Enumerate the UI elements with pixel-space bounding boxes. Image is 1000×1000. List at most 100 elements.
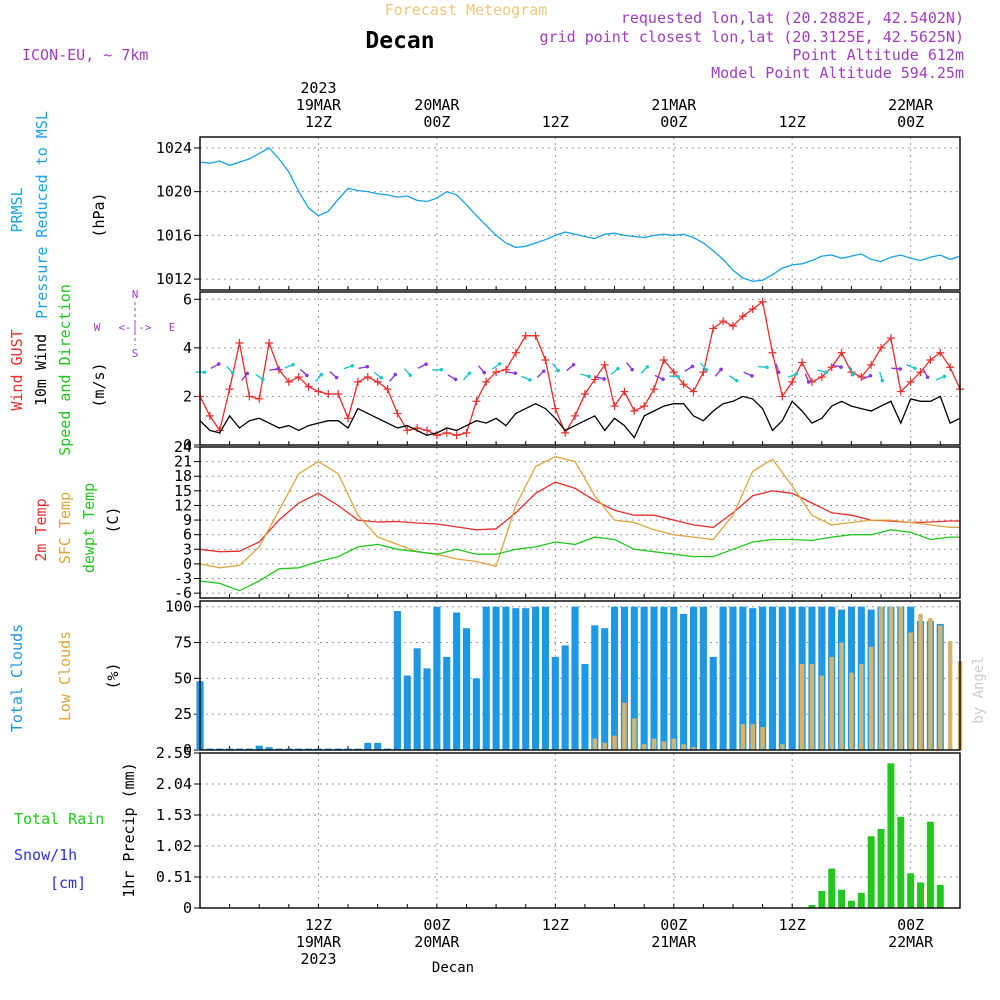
total-clouds-bar xyxy=(591,625,599,750)
low-clouds-bar xyxy=(809,664,815,750)
wind-gust-marker xyxy=(926,356,935,364)
wind-gust-marker xyxy=(659,356,668,364)
temp-dewpt-label: dewpt Temp xyxy=(80,483,98,573)
low-clouds-bar xyxy=(829,656,834,750)
temp-2m-label: 2m Temp xyxy=(32,498,50,561)
2m-temp-line xyxy=(199,481,960,553)
requested-location-info: requested lon,lat (20.2882E, 42.5402N) xyxy=(621,9,964,27)
total-clouds-bar xyxy=(689,606,698,750)
total-clouds-bar xyxy=(759,606,767,750)
low-clouds-bar xyxy=(661,741,667,750)
wind-gust-marker xyxy=(719,317,728,326)
wind-gust-marker xyxy=(778,392,787,401)
wind-gust-marker xyxy=(304,382,313,391)
total-clouds-bar xyxy=(443,656,451,750)
wind-direction-arrowhead xyxy=(393,372,398,377)
wind-gust-marker xyxy=(334,390,343,398)
low-clouds-bar xyxy=(681,744,686,750)
wind-direction-arrowhead xyxy=(925,375,930,379)
total-clouds-bar xyxy=(551,656,559,750)
wind-direction-arrowhead xyxy=(616,366,620,371)
top-time-label: 00Z xyxy=(423,113,450,131)
total-clouds-bar xyxy=(206,748,214,750)
total-rain-bar xyxy=(818,890,826,908)
total-clouds-bar xyxy=(512,608,520,750)
wind-gust-marker xyxy=(265,339,274,347)
low-clouds-bar xyxy=(691,747,696,750)
total-clouds-bar xyxy=(245,748,253,750)
total-clouds-bar xyxy=(670,606,678,750)
wind-direction-arrowhead xyxy=(942,374,947,379)
total-rain-bar xyxy=(926,821,934,908)
total-clouds-bar xyxy=(620,606,628,750)
low-clouds-bar xyxy=(780,744,785,750)
total-rain-bar xyxy=(867,836,875,908)
wind-gust-marker xyxy=(452,431,461,440)
bottom-time-label: 21MAR xyxy=(651,933,697,951)
precip-side-labels: Total Rain Snow/1h [cm] 1hr Precip (mm) xyxy=(14,762,138,897)
wind-gust-marker xyxy=(877,343,886,352)
total-clouds-bar xyxy=(324,748,332,750)
low-clouds-bar xyxy=(888,606,894,750)
wind-gust-marker xyxy=(728,322,737,330)
low-clouds-bar xyxy=(799,664,805,750)
wind-gust-marker xyxy=(837,348,846,357)
pressure-frame xyxy=(199,136,961,291)
temperature-side-labels: 2m Temp SFC Temp dewpt Temp (C) xyxy=(32,483,122,573)
precip-ytick-label: 0 xyxy=(183,899,192,917)
wind-gust-marker xyxy=(531,331,540,340)
pressure-ytick-label: 1020 xyxy=(156,183,192,201)
wind-direction-arrowhead xyxy=(839,365,843,369)
precip-panel: 0 0.51 1.02 1.53 2.04 2.55 xyxy=(156,744,961,917)
wind-direction-arrowhead xyxy=(913,366,917,371)
low-clouds-bar xyxy=(849,672,854,750)
total-rain-bar xyxy=(917,882,924,908)
wind-gust-marker xyxy=(235,339,244,347)
pressure-ytick-label: 1024 xyxy=(156,139,192,157)
wind-gust-marker xyxy=(442,428,451,437)
clouds-ytick-label: 0 xyxy=(183,741,192,759)
credit-watermark: by Angel xyxy=(971,656,987,723)
wind-direction-label: Speed and Direction xyxy=(56,284,74,456)
bottom-time-label: 00Z xyxy=(423,916,450,934)
pressure-msl-label: Pressure Reduced to MSL xyxy=(33,111,51,319)
low-clouds-bar xyxy=(612,735,617,750)
total-clouds-bar xyxy=(393,611,401,750)
footer-location: Decan xyxy=(432,960,474,976)
wind-gust-marker xyxy=(551,404,560,413)
wind-ytick-label: 2 xyxy=(183,387,192,405)
total-rain-bar xyxy=(897,816,905,908)
low-clouds-bar xyxy=(632,718,637,750)
total-clouds-bar xyxy=(265,747,273,750)
wind-panel: 0 2 4 6 xyxy=(183,290,964,454)
wind-direction-arrowhead xyxy=(824,370,828,375)
compass-east: E xyxy=(169,321,176,334)
wind-gust-marker xyxy=(294,373,303,381)
wind-direction-arrowhead xyxy=(276,366,281,371)
low-clouds-bar xyxy=(908,632,913,750)
total-clouds-bar xyxy=(660,606,668,750)
wind-gust-marker xyxy=(669,368,678,377)
top-time-label: 2023 xyxy=(300,79,336,97)
temp-sfc-label: SFC Temp xyxy=(56,492,74,564)
top-time-label: 21MAR xyxy=(651,96,697,114)
total-clouds-bar xyxy=(630,606,638,750)
total-clouds-bar xyxy=(709,656,717,750)
wind-direction-arrowhead xyxy=(556,368,560,373)
clouds-ytick-label: 50 xyxy=(174,669,192,687)
wind-direction-arrowhead xyxy=(806,380,811,384)
precip-frame xyxy=(199,752,961,909)
wind-direction-arrowhead xyxy=(880,378,885,383)
pressure-ytick-label: 1016 xyxy=(156,226,192,244)
wind-gust-marker xyxy=(521,331,530,340)
total-clouds-bar xyxy=(433,606,441,750)
wind-gust-marker xyxy=(492,368,501,377)
grid-point-info: grid point closest lon,lat (20.3125E, 42… xyxy=(540,28,964,46)
total-rain-label: Total Rain xyxy=(14,810,104,828)
total-rain-bar xyxy=(828,868,836,908)
wind-direction-arrowhead xyxy=(898,367,903,371)
total-clouds-bar xyxy=(532,606,540,750)
